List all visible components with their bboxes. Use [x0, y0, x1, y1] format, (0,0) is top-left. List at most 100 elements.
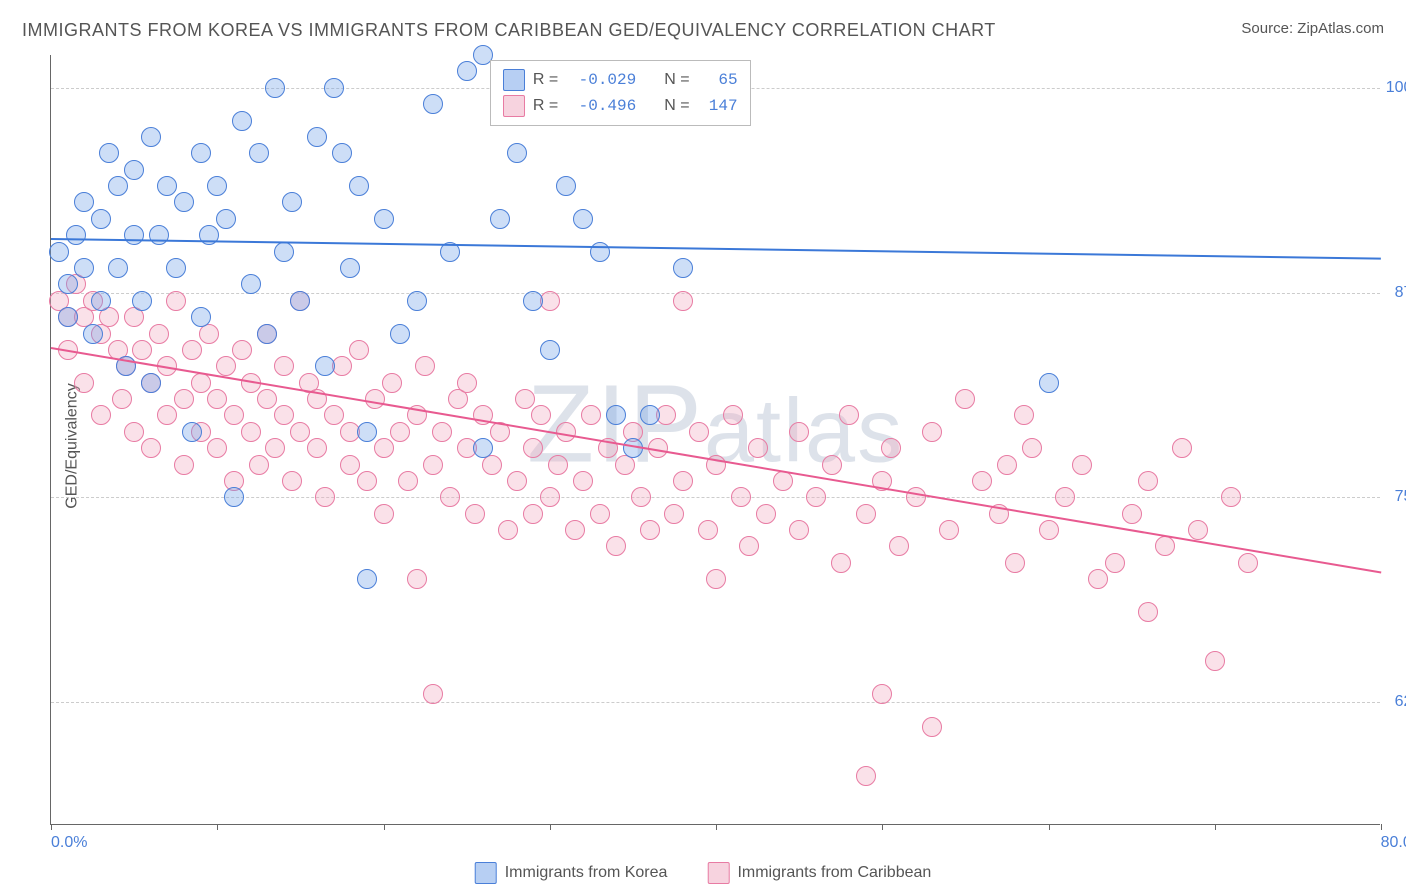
scatter-point: [664, 504, 684, 524]
scatter-point: [132, 340, 152, 360]
scatter-point: [257, 389, 277, 409]
scatter-point: [1014, 405, 1034, 425]
scatter-point: [523, 504, 543, 524]
scatter-point: [631, 487, 651, 507]
scatter-point: [881, 438, 901, 458]
scatter-point: [689, 422, 709, 442]
scatter-point: [216, 209, 236, 229]
scatter-point: [573, 471, 593, 491]
scatter-point: [241, 422, 261, 442]
x-tick-mark: [384, 824, 385, 830]
legend-swatch: [475, 862, 497, 884]
scatter-point: [523, 438, 543, 458]
scatter-point: [174, 192, 194, 212]
scatter-point: [124, 422, 144, 442]
scatter-point: [432, 422, 452, 442]
chart-plot-area: ZIPatlas 62.5%75.0%87.5%100.0%0.0%80.0%R…: [50, 55, 1380, 825]
scatter-point: [540, 340, 560, 360]
scatter-point: [166, 291, 186, 311]
scatter-point: [673, 471, 693, 491]
scatter-point: [149, 324, 169, 344]
legend-label: Immigrants from Korea: [505, 864, 668, 881]
scatter-point: [972, 471, 992, 491]
regression-line: [51, 238, 1381, 260]
scatter-point: [249, 143, 269, 163]
scatter-point: [673, 291, 693, 311]
scatter-point: [1221, 487, 1241, 507]
scatter-point: [224, 487, 244, 507]
scatter-point: [465, 504, 485, 524]
gridline-horizontal: [51, 702, 1380, 703]
scatter-point: [324, 405, 344, 425]
x-tick-mark: [550, 824, 551, 830]
n-label: N =: [664, 93, 689, 119]
scatter-point: [365, 389, 385, 409]
r-label: R =: [533, 67, 558, 93]
scatter-point: [457, 373, 477, 393]
scatter-point: [507, 143, 527, 163]
scatter-point: [307, 438, 327, 458]
scatter-point: [349, 176, 369, 196]
scatter-point: [374, 438, 394, 458]
scatter-point: [523, 291, 543, 311]
legend-item: Immigrants from Caribbean: [707, 862, 931, 884]
r-value: -0.496: [566, 93, 636, 119]
scatter-point: [507, 471, 527, 491]
source-link[interactable]: ZipAtlas.com: [1297, 20, 1384, 37]
scatter-point: [257, 324, 277, 344]
scatter-point: [307, 127, 327, 147]
scatter-point: [440, 487, 460, 507]
scatter-point: [315, 356, 335, 376]
scatter-point: [822, 455, 842, 475]
scatter-point: [939, 520, 959, 540]
scatter-point: [997, 455, 1017, 475]
scatter-point: [290, 291, 310, 311]
scatter-point: [490, 209, 510, 229]
x-tick-mark: [716, 824, 717, 830]
x-tick-mark: [1381, 824, 1382, 830]
scatter-point: [207, 438, 227, 458]
scatter-point: [1039, 520, 1059, 540]
scatter-point: [806, 487, 826, 507]
x-tick-mark: [1215, 824, 1216, 830]
scatter-point: [216, 356, 236, 376]
scatter-point: [398, 471, 418, 491]
scatter-point: [773, 471, 793, 491]
scatter-point: [74, 373, 94, 393]
scatter-point: [590, 504, 610, 524]
r-value: -0.029: [566, 67, 636, 93]
scatter-point: [357, 471, 377, 491]
scatter-point: [390, 324, 410, 344]
scatter-point: [324, 78, 344, 98]
scatter-point: [556, 176, 576, 196]
chart-title: IMMIGRANTS FROM KOREA VS IMMIGRANTS FROM…: [22, 20, 996, 41]
y-tick-label: 100.0%: [1385, 79, 1406, 97]
scatter-point: [606, 405, 626, 425]
legend-row: R =-0.496N =147: [503, 93, 738, 119]
scatter-point: [191, 143, 211, 163]
scatter-point: [906, 487, 926, 507]
scatter-point: [191, 373, 211, 393]
scatter-point: [473, 438, 493, 458]
legend-row: R =-0.029N =65: [503, 67, 738, 93]
scatter-point: [49, 242, 69, 262]
scatter-point: [498, 520, 518, 540]
source-label: Source:: [1241, 20, 1293, 37]
scatter-point: [157, 176, 177, 196]
scatter-point: [340, 258, 360, 278]
scatter-point: [1088, 569, 1108, 589]
scatter-point: [723, 405, 743, 425]
x-tick-mark: [51, 824, 52, 830]
scatter-point: [58, 307, 78, 327]
scatter-point: [889, 536, 909, 556]
scatter-point: [1055, 487, 1075, 507]
scatter-point: [74, 258, 94, 278]
y-tick-label: 62.5%: [1385, 693, 1406, 711]
scatter-point: [640, 405, 660, 425]
scatter-point: [872, 684, 892, 704]
scatter-point: [390, 422, 410, 442]
scatter-point: [856, 504, 876, 524]
legend-item: Immigrants from Korea: [475, 862, 668, 884]
scatter-point: [1238, 553, 1258, 573]
scatter-point: [831, 553, 851, 573]
